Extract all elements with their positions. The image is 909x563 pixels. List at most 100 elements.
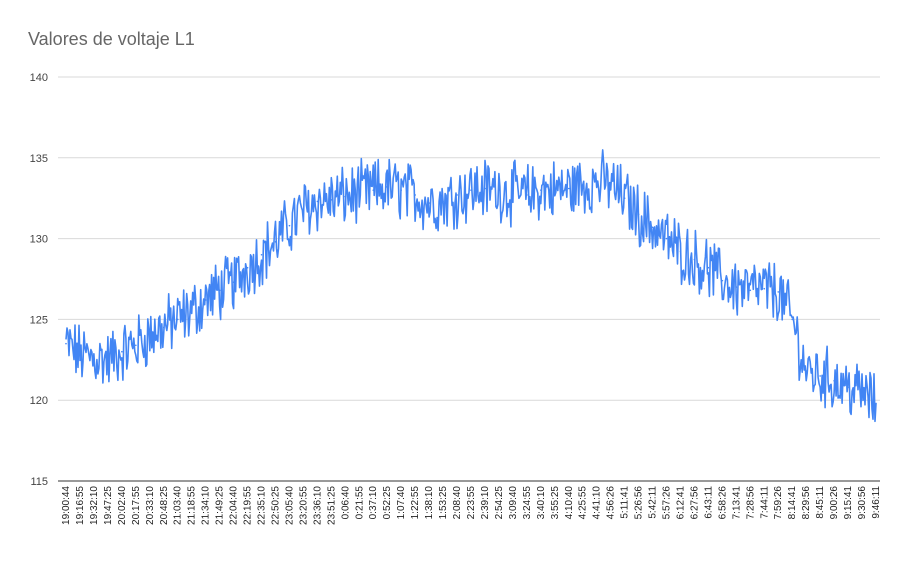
data-point [148, 334, 151, 337]
data-point [791, 318, 794, 321]
data-point [246, 266, 249, 269]
x-tick-label: 0:21:55 [354, 486, 365, 520]
data-point [442, 200, 444, 203]
x-tick-label: 22:50:25 [270, 486, 281, 525]
data-point [498, 189, 500, 191]
data-point [512, 192, 514, 195]
data-point [316, 200, 319, 203]
data-point [330, 199, 333, 201]
x-tick-label: 0:06:40 [340, 486, 351, 520]
y-axis-ticks: 115 120 125 130 135 140 [30, 72, 48, 488]
x-tick-label: 9:15:41 [843, 486, 854, 520]
x-tick-label: 23:51:25 [326, 486, 337, 525]
data-point [721, 279, 724, 282]
data-point [190, 310, 193, 313]
x-tick-label: 1:38:10 [424, 486, 435, 520]
y-tick-label: 125 [30, 314, 48, 326]
x-tick-label: 6:27:56 [689, 486, 700, 520]
data-point [651, 226, 654, 229]
x-tick-label: 7:28:56 [745, 486, 756, 520]
x-tick-label: 7:13:41 [731, 486, 742, 520]
data-point [595, 181, 598, 183]
x-tick-label: 1:22:55 [410, 486, 421, 520]
x-tick-label: 21:34:10 [201, 486, 212, 525]
x-tick-label: 20:17:55 [131, 486, 142, 525]
x-axis-ticks: 19:00:44 19:16:55 19:32:10 19:47:25 20:02:40… [61, 486, 882, 525]
x-tick-label: 3:24:55 [522, 486, 533, 520]
x-tick-label: 5:26:56 [634, 486, 645, 520]
x-tick-label: 20:33:10 [145, 486, 156, 525]
x-tick-label: 5:57:26 [662, 486, 673, 520]
data-point [679, 250, 682, 253]
data-point [623, 197, 626, 199]
data-point [567, 187, 570, 190]
chart-title: Valores de voltaje L1 [28, 29, 195, 49]
data-point [65, 342, 67, 345]
data-point [232, 281, 235, 284]
x-tick-label: 1:07:40 [396, 486, 407, 520]
x-tick-label: 23:05:40 [284, 486, 295, 525]
series-layer [65, 149, 877, 423]
x-tick-label: 2:23:55 [466, 486, 477, 520]
data-point [344, 195, 347, 198]
data-point [526, 194, 528, 196]
y-tick-label: 120 [30, 395, 48, 407]
x-tick-label: 19:00:44 [61, 486, 72, 525]
data-point [637, 213, 640, 216]
data-point [833, 380, 835, 382]
data-point [665, 237, 668, 240]
x-tick-label: 23:36:10 [312, 486, 323, 525]
x-tick-label: 4:10:40 [564, 486, 575, 520]
x-tick-label: 0:37:10 [368, 486, 379, 520]
y-tick-label: 130 [30, 234, 48, 246]
data-point [847, 386, 849, 389]
x-tick-label: 22:04:40 [229, 486, 240, 525]
data-point [121, 350, 123, 353]
data-point [107, 359, 109, 361]
data-point [79, 354, 81, 356]
x-tick-label: 7:44:11 [759, 486, 770, 519]
x-tick-label: 20:02:40 [117, 486, 128, 525]
x-tick-label: 3:40:10 [536, 486, 547, 520]
data-point [302, 208, 305, 211]
x-tick-label: 4:56:26 [606, 486, 617, 520]
data-point [386, 186, 389, 188]
x-tick-label: 2:39:10 [480, 486, 491, 520]
data-point [749, 289, 752, 292]
data-point [274, 241, 277, 243]
x-tick-label: 22:35:10 [257, 486, 268, 525]
data-point [218, 289, 221, 292]
data-point [819, 375, 821, 377]
x-tick-label: 6:43:11 [703, 486, 714, 519]
data-point [162, 326, 165, 329]
data-point [470, 189, 472, 191]
series-line [65, 149, 877, 423]
x-tick-label: 2:08:40 [452, 486, 463, 520]
data-point [204, 299, 207, 301]
data-point [553, 189, 556, 191]
x-tick-label: 5:42:11 [648, 486, 659, 519]
data-point [609, 182, 612, 185]
x-tick-label: 9:00:26 [829, 486, 840, 520]
x-tick-label: 3:09:40 [508, 486, 519, 520]
x-tick-label: 21:49:25 [215, 486, 226, 525]
x-tick-label: 2:54:25 [494, 486, 505, 520]
data-point [135, 344, 137, 347]
data-point [260, 253, 263, 256]
data-point [428, 202, 430, 204]
data-point [484, 187, 486, 190]
data-point [288, 224, 291, 227]
data-point [875, 402, 877, 405]
x-tick-label: 23:20:55 [298, 486, 309, 525]
x-tick-label: 4:25:55 [578, 486, 589, 520]
x-tick-label: 8:14:41 [787, 486, 798, 520]
x-tick-label: 9:30:56 [857, 486, 868, 520]
data-point [861, 391, 863, 393]
y-tick-label: 135 [30, 153, 48, 165]
x-tick-label: 19:47:25 [103, 486, 114, 525]
x-tick-label: 7:59:26 [773, 486, 784, 520]
data-point [777, 291, 780, 293]
y-tick-label: 115 [30, 476, 48, 488]
